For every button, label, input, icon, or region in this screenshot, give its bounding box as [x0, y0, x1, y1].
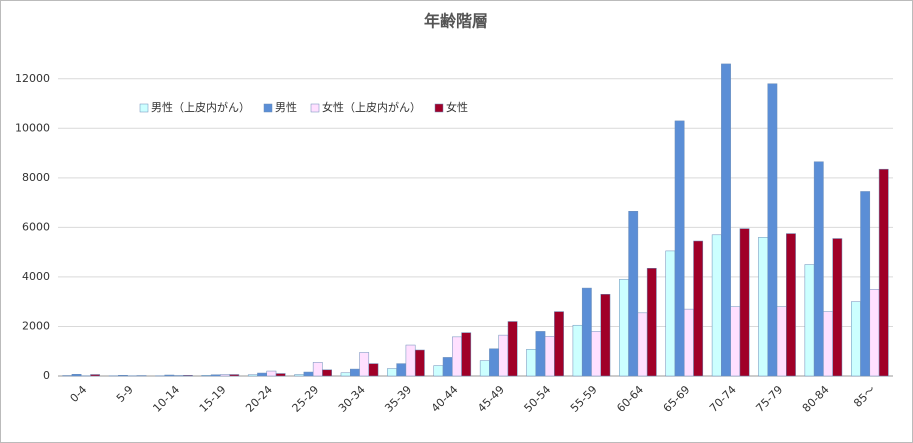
y-tick-label: 4000 [22, 270, 50, 283]
bar [266, 370, 277, 377]
bar [776, 306, 787, 377]
bar [433, 365, 444, 377]
bar [164, 374, 175, 377]
legend-label: 男性 [275, 100, 297, 114]
bar [693, 240, 704, 377]
bar [767, 83, 778, 377]
bar [684, 308, 694, 377]
bar [452, 336, 462, 377]
bar [526, 348, 537, 377]
bar [350, 368, 360, 377]
legend-swatch [263, 103, 273, 113]
bar [721, 63, 731, 377]
y-tick-label: 12000 [15, 72, 50, 85]
bar [405, 344, 416, 377]
bar [665, 250, 676, 377]
chart-title: 年齢階層 [424, 12, 488, 31]
y-tick-label: 2000 [22, 319, 50, 332]
bar [739, 228, 750, 377]
bar [628, 211, 639, 377]
bar [396, 363, 407, 377]
bar [619, 279, 629, 377]
bar [414, 349, 425, 377]
bar [368, 363, 379, 377]
bar [498, 334, 509, 377]
bar [832, 238, 843, 377]
bar [878, 168, 889, 377]
bar [461, 332, 472, 377]
y-tick-label: 6000 [22, 220, 50, 233]
bar [758, 237, 769, 377]
legend-label: 女性（上皮内がん） [322, 100, 421, 114]
bar [229, 374, 240, 377]
bar [851, 301, 861, 377]
bar [71, 374, 82, 377]
bar [183, 375, 193, 377]
bar [442, 357, 453, 377]
legend-swatch [139, 103, 149, 113]
bar [303, 371, 314, 377]
bar [581, 287, 592, 377]
bar [387, 368, 397, 377]
bar [823, 311, 833, 377]
bar [322, 369, 332, 377]
y-tick-label: 10000 [15, 121, 50, 134]
bar [813, 161, 824, 377]
bar [711, 234, 722, 377]
bar [210, 374, 221, 377]
bar [804, 264, 815, 377]
bar [275, 373, 286, 377]
bar [591, 331, 602, 377]
bar [637, 312, 648, 377]
bar [479, 360, 490, 377]
bar [674, 120, 685, 377]
bar [118, 375, 128, 377]
bar [535, 331, 546, 377]
bar [247, 374, 258, 377]
bar [730, 306, 741, 377]
bar [340, 372, 351, 377]
legend-label: 女性 [446, 100, 468, 114]
y-tick-label: 0 [43, 369, 50, 382]
bar [220, 374, 230, 377]
bar [201, 375, 212, 377]
bar [294, 374, 305, 377]
bar [359, 352, 370, 377]
bar [786, 233, 796, 377]
bar [869, 289, 880, 377]
bar [312, 362, 323, 377]
bar [600, 294, 611, 377]
legend-swatch [434, 103, 444, 113]
y-tick-label: 8000 [22, 171, 50, 184]
bar [860, 191, 871, 377]
bar [507, 321, 518, 377]
legend-label: 男性（上皮内がん） [151, 100, 250, 114]
bar [90, 374, 100, 377]
bar [572, 324, 583, 377]
bar [554, 311, 564, 377]
legend-swatch [310, 103, 320, 113]
bar [544, 336, 555, 377]
bar [489, 348, 499, 377]
bar [257, 372, 268, 377]
bar [646, 268, 657, 377]
